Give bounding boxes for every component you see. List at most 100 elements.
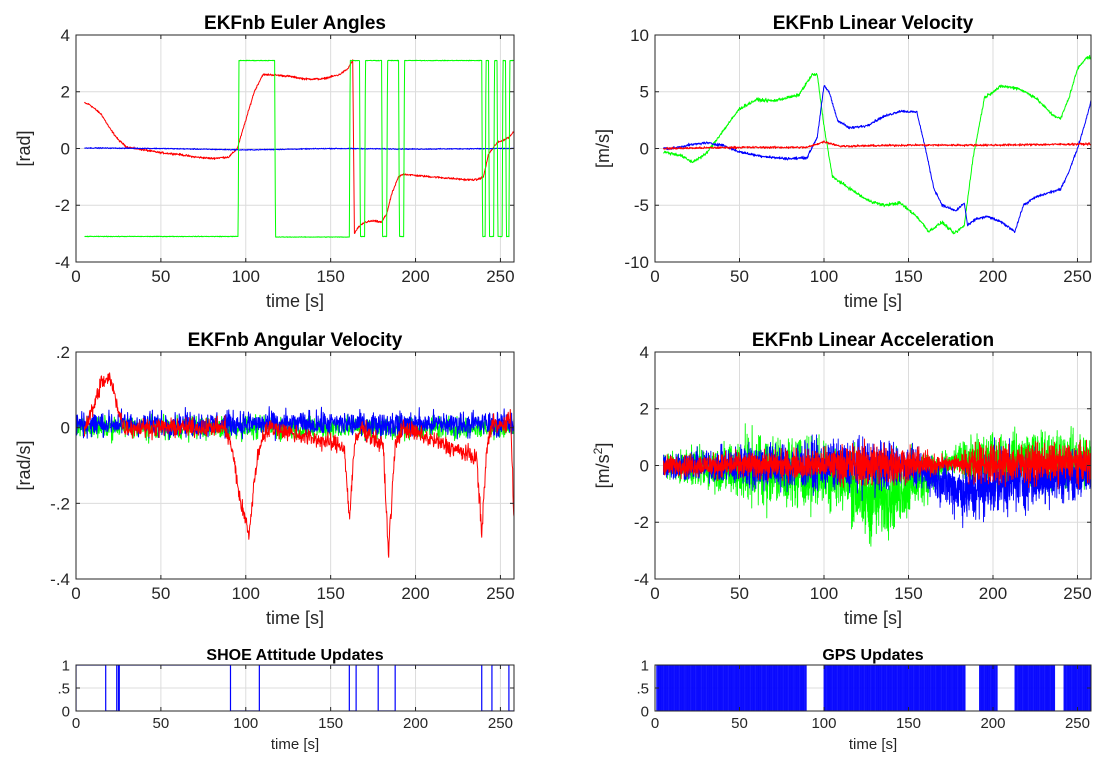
x-tick-label: 250 — [1063, 584, 1091, 603]
y-tick-label: -5 — [634, 196, 649, 215]
series-angvel-2 — [83, 372, 514, 558]
x-tick-label: 50 — [730, 584, 749, 603]
x-tick-label: 100 — [810, 267, 838, 286]
x-tick-label: 250 — [1065, 715, 1090, 732]
x-tick-label: 150 — [316, 267, 344, 286]
x-tick-label: 50 — [151, 267, 170, 286]
x-tick-label: 200 — [401, 267, 429, 286]
axes-box — [75, 351, 515, 580]
x-tick-label: 200 — [979, 267, 1007, 286]
y-tick-label: 4 — [640, 343, 649, 362]
y-tick-label: -2 — [634, 513, 649, 532]
x-axis-label: time [s] — [844, 608, 902, 628]
x-tick-label: 250 — [486, 267, 514, 286]
y-tick-label: 0 — [640, 139, 649, 158]
x-tick-label: 0 — [72, 715, 80, 732]
y-tick-label: -.2 — [50, 494, 70, 513]
y-tick-label: -4 — [55, 253, 70, 272]
x-axis-label: time [s] — [266, 608, 324, 628]
x-tick-label: 200 — [401, 584, 429, 603]
x-tick-label: 250 — [486, 584, 514, 603]
panel-linvel: 0 50 100 150 200 250 -10 -5 0 5 10 EKFnb Linear Vel… — [593, 13, 1092, 311]
series-linvel-0 — [663, 54, 1091, 235]
series-linvel-2 — [663, 140, 1091, 150]
y-tick-label: 0 — [61, 139, 70, 158]
chart-title: EKFnb Linear Velocity — [773, 13, 974, 34]
y-tick-label: -2 — [55, 196, 70, 215]
y-axis-label-end: ] — [593, 443, 613, 448]
x-tick-label: 150 — [894, 584, 922, 603]
chart-title: GPS Updates — [822, 647, 923, 664]
y-axis-label-text: [m/s — [593, 454, 613, 488]
x-tick-label: 0 — [650, 267, 659, 286]
x-tick-label: 150 — [896, 715, 921, 732]
panel-euler: 0 50 100 150 200 250 -4 -2 0 2 4 EKFnb Euler Angles… — [14, 13, 515, 311]
y-tick-label: 1 — [641, 657, 649, 674]
y-tick-label: -.4 — [50, 570, 70, 589]
x-tick-label: 200 — [980, 715, 1005, 732]
y-tick-label: 2 — [61, 83, 70, 102]
series-euler-1 — [84, 146, 514, 151]
y-tick-label: 0 — [61, 419, 70, 438]
y-tick-label: 4 — [61, 26, 70, 45]
plot-area — [84, 59, 514, 238]
y-tick-label: 10 — [630, 26, 649, 45]
x-axis-label: time [s] — [266, 291, 324, 311]
x-tick-label: 200 — [403, 715, 428, 732]
series-euler-2 — [84, 59, 514, 238]
x-tick-label: 100 — [811, 715, 836, 732]
x-tick-label: 0 — [650, 584, 659, 603]
panel-linacc: 0 50 100 150 200 250 -4 -2 0 2 4 EKFnb Linear Accel… — [591, 330, 1092, 628]
x-axis-label: time [s] — [844, 291, 902, 311]
x-tick-label: 100 — [233, 715, 258, 732]
x-tick-label: 100 — [810, 584, 838, 603]
y-tick-label: 5 — [640, 83, 649, 102]
y-axis-label: [rad] — [14, 130, 34, 166]
series-shoe-0 — [76, 665, 514, 711]
y-axis-label-superscript: 2 — [591, 447, 605, 454]
x-tick-label: 100 — [232, 584, 260, 603]
x-tick-label: 0 — [651, 715, 659, 732]
y-tick-label: 1 — [62, 657, 70, 674]
x-tick-label: 50 — [730, 267, 749, 286]
x-tick-label: 0 — [71, 267, 80, 286]
x-tick-label: 250 — [488, 715, 513, 732]
y-axis-label: [m/s2] — [591, 443, 613, 489]
y-tick-label: .2 — [56, 343, 70, 362]
x-tick-label: 150 — [894, 267, 922, 286]
plot-area — [662, 54, 1091, 235]
panel-gps: 0 50 100 150 200 250 0 .5 1 GPS Updates time [s] — [636, 647, 1092, 753]
chart-title: EKFnb Angular Velocity — [188, 330, 403, 351]
x-tick-label: 0 — [71, 584, 80, 603]
chart-title: SHOE Attitude Updates — [206, 647, 383, 664]
y-axis-label-text: [m/s] — [593, 129, 613, 168]
series-linacc-2 — [663, 437, 1091, 490]
series-angvel-1 — [76, 406, 514, 442]
x-tick-label: 100 — [232, 267, 260, 286]
y-tick-label: .5 — [636, 680, 649, 697]
y-tick-label: 0 — [62, 703, 70, 720]
plot-area — [76, 372, 514, 558]
panel-angvel: 0 50 100 150 200 250 -.4 -.2 0 .2 EKFnb Angular Ve… — [14, 330, 515, 628]
x-tick-label: 150 — [316, 584, 344, 603]
chart-title: EKFnb Euler Angles — [204, 13, 386, 34]
series-linvel-1 — [662, 84, 1091, 234]
x-axis-label: time [s] — [271, 736, 319, 753]
x-axis-label: time [s] — [849, 736, 897, 753]
chart-title: EKFnb Linear Acceleration — [752, 330, 994, 351]
series-euler-0 — [84, 59, 514, 235]
y-axis-label-text: [rad/s] — [14, 440, 34, 490]
y-tick-label: -10 — [624, 253, 649, 272]
y-tick-label: 0 — [640, 456, 649, 475]
x-tick-label: 250 — [1063, 267, 1091, 286]
x-tick-label: 50 — [731, 715, 748, 732]
y-axis-label: [rad/s] — [14, 440, 34, 490]
y-axis-label: [m/s] — [593, 129, 613, 168]
plot-area — [663, 423, 1091, 547]
panel-shoe: 0 50 100 150 200 250 0 .5 1 SHOE Attitude Updates… — [57, 647, 515, 753]
y-tick-label: 0 — [641, 703, 649, 720]
x-tick-label: 50 — [153, 715, 170, 732]
x-tick-label: 150 — [318, 715, 343, 732]
x-tick-label: 200 — [979, 584, 1007, 603]
